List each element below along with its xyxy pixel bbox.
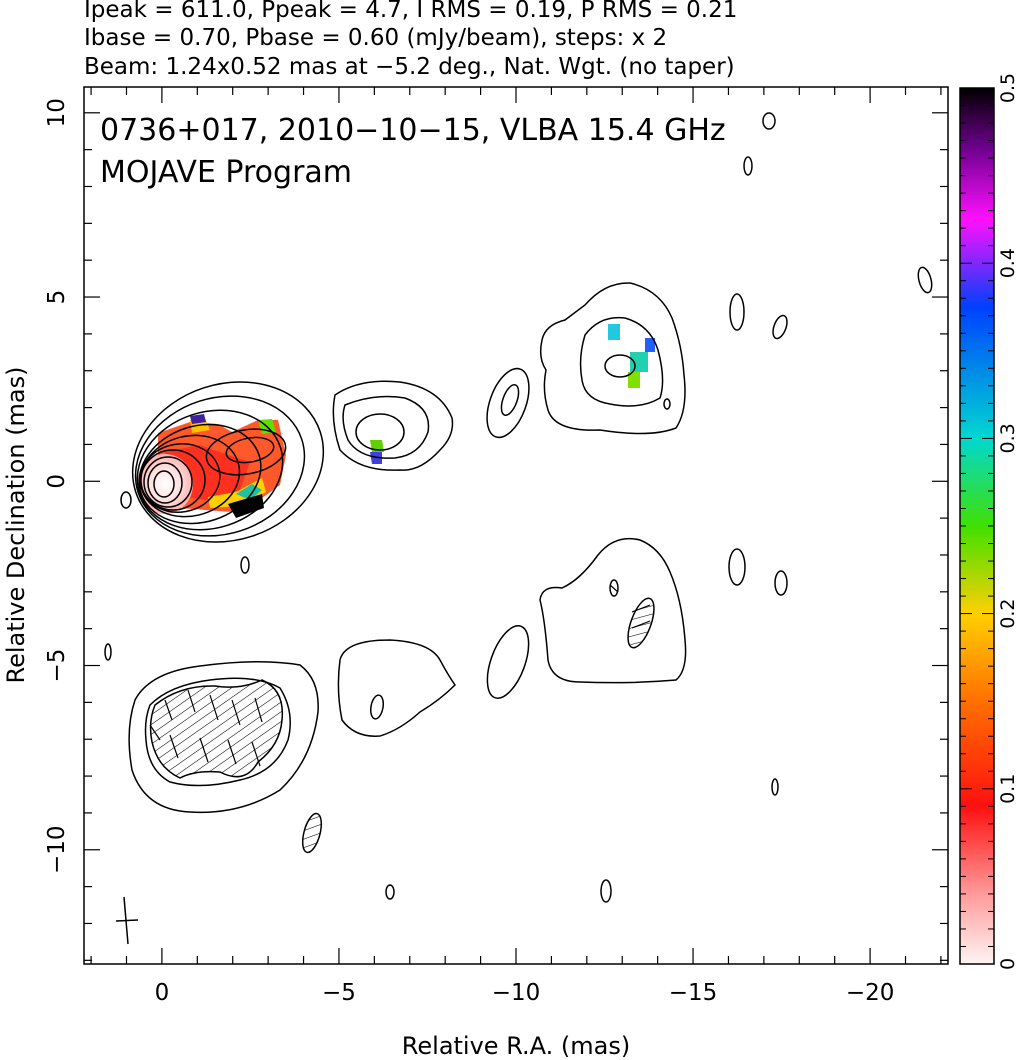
contour-small-1 [240,556,250,574]
colorbar-tick-label: 0 [997,958,1019,970]
y-axis-label: Relative Declination (mas) [2,366,30,683]
colorbar-tick-label: 0.3 [997,423,1019,453]
contour-pol-3 [486,625,530,699]
polarization-overlay [137,324,655,518]
contour-pol-2-inner [369,694,385,720]
contour-small-2 [609,579,619,597]
contour-pol-8 [600,879,612,903]
plot-frame [83,86,949,965]
pol-region-knot-2b [370,452,382,464]
contour-knot-3-outer [486,367,530,439]
header-line-2: Ibase = 0.70, Pbase = 0.60 (mJy/beam), s… [84,25,667,51]
contour-core-8 [143,456,193,508]
x-tick-label: −20 [846,980,895,1006]
contour-core-9 [147,462,183,504]
y-tick-label: 5 [44,290,70,305]
pol-region-knot-5 [608,324,620,340]
contour-core-3 [136,409,284,531]
plot-title-line-2: MOJAVE Program [100,155,352,190]
contour-core-10 [153,470,175,498]
x-tick-label: −5 [322,980,356,1006]
contour-far-1 [729,293,745,331]
contour-pol-7 [385,884,395,900]
pol-region-knot-5b [645,338,655,352]
contour-knot-2-mid [342,395,430,459]
pol-vectors [149,584,651,767]
contour-west-blob [120,491,132,509]
contour-pol-1-hatched [149,679,284,779]
y-axis: 10 5 0 −5 −10 [44,98,948,961]
contour-far-3 [917,266,933,294]
contour-far-2 [772,314,788,340]
y-tick-label: −5 [44,649,70,683]
contour-small-4 [774,570,788,596]
contour-core-7 [140,449,206,511]
contour-core-12 [225,436,275,464]
header-line-1: Ipeak = 611.0, Ppeak = 4.7, I RMS = 0.19… [84,0,737,23]
y-tick-label: 0 [44,474,70,489]
contour-knot-3-inner [500,384,520,416]
plot-title-line-1: 0736+017, 2010−10−15, VLBA 15.4 GHz [100,113,726,148]
contour-pol-9 [771,778,779,796]
contour-knot-4-outer [539,282,686,435]
y-tick-label: 10 [44,98,70,127]
colorbar-tick-label: 0.5 [997,73,1019,103]
x-tick-label: −10 [492,980,541,1006]
contour-knot-4-mid [579,316,664,407]
x-tick-label: 0 [155,980,170,1006]
contour-small-3 [728,548,746,586]
contour-pol-1-mid [144,677,291,787]
x-axis: 0 −5 −10 −15 −20 [90,87,942,1006]
contour-far-5 [762,112,776,130]
pol-region-knot-5c [630,352,648,372]
contour-pol-2 [337,639,456,737]
colorbar-tick-label: 0.4 [997,248,1019,278]
contour-core-11 [205,428,287,476]
contour-pol-6 [104,643,112,661]
contour-core-1 [131,381,325,543]
x-tick-label: −15 [669,980,718,1006]
x-axis-label: Relative R.A. (mas) [402,1032,630,1060]
contour-far-4 [743,156,753,176]
beam-marker [115,896,139,945]
contour-pol-1-outer [128,660,319,814]
contour-pol-4-hatched [627,597,655,649]
contour-core-2 [134,395,306,537]
pol-region-edge-dark [228,494,264,518]
header-line-3: Beam: 1.24x0.52 mas at −5.2 deg., Nat. W… [84,54,735,80]
contour-knot-2-outer [332,380,454,471]
colorbar-axis: 0 0.1 0.2 0.3 0.4 0.5 [960,73,1019,970]
contour-knot-4-dot [663,398,671,410]
contour-pol-4 [539,537,687,684]
pol-region-knot-5d [628,372,640,388]
contour-core-4 [138,423,262,525]
contour-pol-5 [301,812,323,854]
contour-knot-2-inner [355,413,405,451]
pol-region-edge-purple [190,414,206,424]
contour-map [104,112,933,945]
colorbar-tick-label: 0.1 [997,774,1019,804]
y-tick-label: −10 [44,825,70,874]
contour-knot-4-inner [604,354,636,378]
colorbar-tick-label: 0.2 [997,598,1019,628]
